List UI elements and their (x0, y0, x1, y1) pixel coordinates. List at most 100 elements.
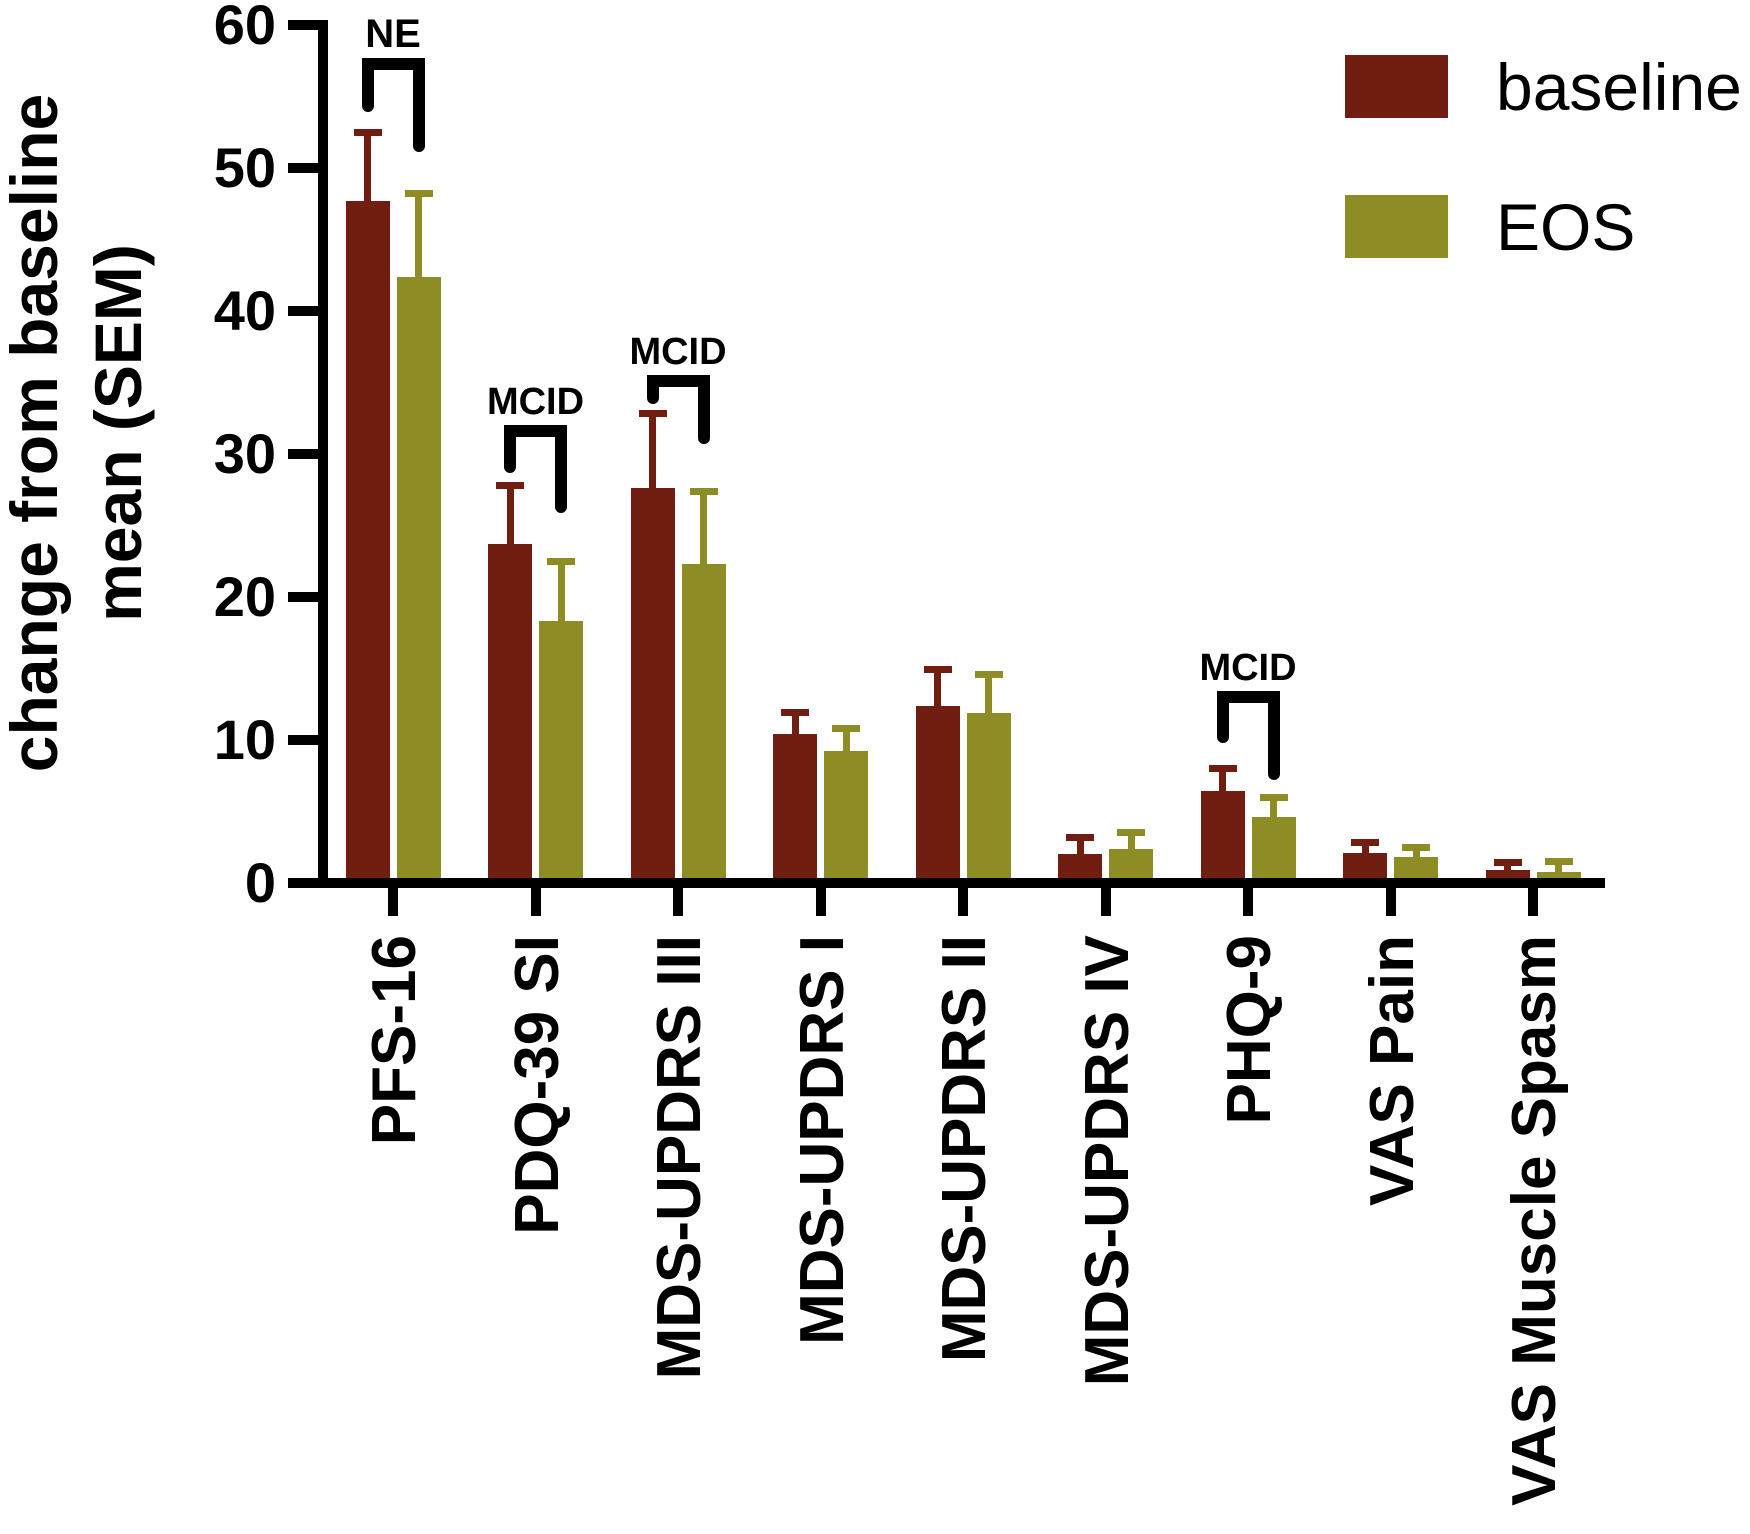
y-axis-tick (288, 163, 328, 173)
x-axis-category-label: MDS-UPDRS IV (1072, 935, 1142, 1387)
bracket-right-leg (412, 57, 425, 153)
error-bar-line-baseline (649, 413, 656, 495)
error-bar-cap-baseline (496, 481, 524, 489)
error-bar-line-EOS (1270, 796, 1277, 824)
y-axis-tick-label: 60 (213, 0, 276, 56)
error-bar-line-baseline (1219, 768, 1226, 798)
error-bar-cap-EOS (689, 487, 718, 495)
bracket-right-leg (1267, 691, 1280, 781)
y-axis-tick-label: 50 (213, 136, 276, 199)
error-bar-cap-baseline (923, 666, 952, 674)
bar-baseline (345, 200, 390, 878)
x-axis-tick (1528, 888, 1538, 916)
x-axis-tick (388, 888, 398, 916)
y-axis-tick (288, 306, 328, 316)
bracket-right-leg (555, 425, 567, 513)
x-axis-category-label: PFS-16 (360, 935, 429, 1146)
x-axis-tick (958, 888, 968, 916)
bracket-left-leg (361, 57, 374, 113)
error-bar-cap-EOS (1259, 793, 1288, 801)
bracket-top (504, 425, 567, 438)
bracket-top (361, 57, 425, 70)
y-axis-tick (288, 449, 328, 459)
error-bar-cap-EOS (404, 190, 433, 198)
bar-EOS (966, 712, 1011, 878)
error-bar-line-EOS (1412, 846, 1420, 864)
bar-baseline (630, 488, 675, 878)
error-bar-line-EOS (1127, 832, 1135, 855)
bracket-left-leg (504, 425, 516, 473)
error-bar-line-baseline (364, 131, 371, 207)
significance-annotation: MCID (486, 381, 585, 424)
error-bar-cap-baseline (1066, 833, 1094, 841)
x-axis-category-label: VAS Pain (1357, 935, 1427, 1207)
y-axis-tick-label: 0 (244, 851, 276, 914)
x-axis-category-label: MDS-UPDRS III (645, 935, 714, 1380)
legend-swatch-baseline (1345, 55, 1448, 118)
legend-label-eos: EOS (1496, 189, 1636, 264)
error-bar-line-EOS (1555, 861, 1562, 878)
x-axis-category-label: PDQ-39 SI (502, 935, 572, 1235)
error-bar-line-baseline (506, 484, 514, 551)
bar-baseline (773, 734, 817, 878)
y-axis-tick (288, 735, 328, 745)
error-bar-line-baseline (1076, 836, 1084, 861)
bracket-left-leg (646, 375, 659, 404)
bar-baseline (488, 544, 532, 878)
error-bar-cap-baseline (781, 709, 809, 717)
y-axis-title-line1: change from baseline (0, 93, 71, 773)
x-axis-category-label: VAS Muscle Spasm (1500, 935, 1569, 1506)
error-bar-line-EOS (415, 193, 422, 283)
bracket-top (1216, 691, 1280, 704)
x-axis-tick (530, 888, 541, 916)
bar-EOS (396, 276, 441, 878)
x-axis-line (318, 878, 1605, 888)
bar-EOS (824, 751, 868, 878)
bracket-right-leg (697, 375, 710, 444)
x-axis-category-label: MDS-UPDRS II (930, 935, 999, 1363)
x-axis-category-label: MDS-UPDRS I (787, 935, 857, 1345)
y-axis-tick (288, 878, 328, 888)
y-axis-tick-label: 10 (213, 708, 276, 771)
x-axis-tick (1385, 888, 1396, 916)
error-bar-line-baseline (791, 712, 799, 741)
error-bar-cap-EOS (1544, 858, 1573, 866)
error-bar-line-EOS (985, 673, 992, 719)
error-bar-cap-EOS (974, 670, 1003, 678)
error-bar-cap-baseline (1351, 839, 1379, 847)
y-axis-tick-label: 40 (213, 279, 276, 342)
x-axis-tick (1100, 888, 1111, 916)
error-bar-cap-baseline (353, 128, 382, 136)
bar-EOS (539, 621, 583, 878)
x-axis-tick (815, 888, 826, 916)
x-axis-tick (673, 888, 683, 916)
error-bar-cap-baseline (1208, 765, 1237, 773)
significance-annotation: MCID (1199, 647, 1297, 690)
bracket-left-leg (1216, 691, 1229, 743)
bar-baseline (915, 705, 960, 878)
error-bar-cap-EOS (1402, 843, 1430, 851)
legend-swatch-EOS (1345, 195, 1448, 258)
y-axis-tick-label: 30 (213, 422, 276, 485)
error-bar-line-EOS (700, 490, 707, 571)
bar-baseline (1200, 791, 1245, 878)
bar-EOS (681, 564, 726, 878)
significance-annotation: MCID (629, 331, 727, 374)
error-bar-line-EOS (557, 560, 565, 628)
bar-EOS (1251, 817, 1296, 878)
significance-annotation: NE (365, 11, 421, 56)
x-axis-category-label: PHQ-9 (1215, 935, 1284, 1125)
y-axis-tick-label: 20 (213, 565, 276, 628)
error-bar-cap-baseline (1493, 859, 1522, 867)
legend-label-baseline: baseline (1496, 49, 1742, 124)
error-bar-line-EOS (842, 728, 850, 758)
x-axis-tick (1243, 888, 1253, 916)
error-bar-cap-EOS (832, 725, 860, 733)
error-bar-line-baseline (934, 669, 941, 712)
bracket-top (646, 375, 710, 388)
error-bar-cap-EOS (547, 557, 575, 565)
error-bar-cap-baseline (638, 410, 667, 418)
error-bar-line-baseline (1361, 842, 1369, 859)
y-axis-tick (288, 20, 328, 30)
